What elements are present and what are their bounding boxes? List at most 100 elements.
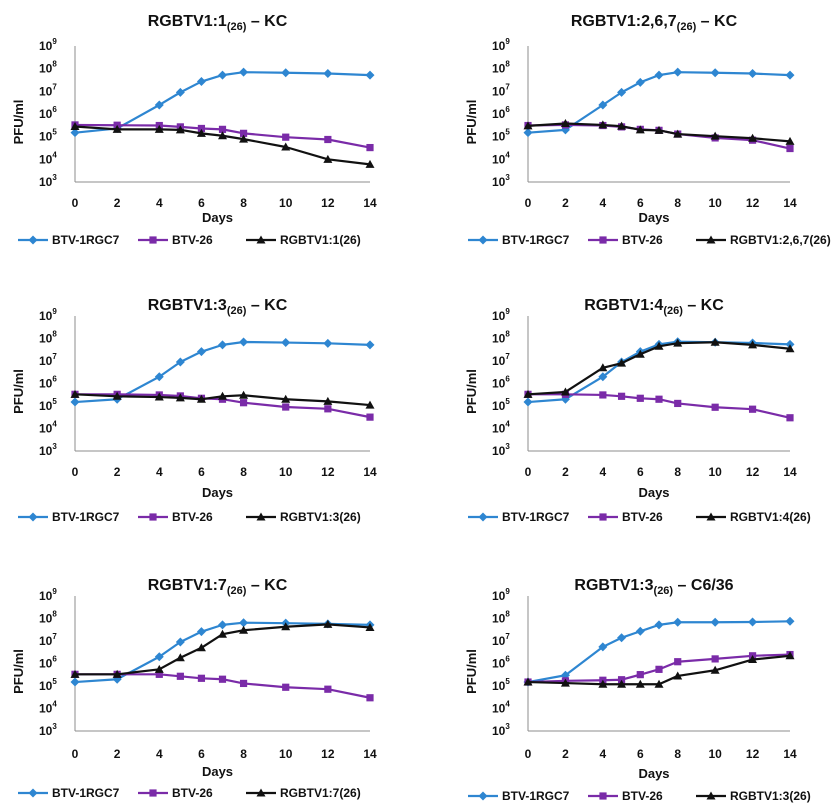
- legend-entry: BTV-1RGC7: [52, 786, 120, 800]
- y-axis-label: PFU/ml: [11, 369, 26, 414]
- data-point: [786, 144, 794, 153]
- data-point: [786, 414, 794, 422]
- x-tick-label: 12: [321, 196, 335, 210]
- x-tick-label: 14: [363, 196, 377, 210]
- data-point: [598, 372, 608, 382]
- data-point: [239, 625, 249, 634]
- chart-title-subscript: (26): [227, 585, 247, 597]
- x-tick-label: 10: [279, 747, 293, 761]
- data-point: [710, 665, 720, 674]
- chart-title: RGBTV1:1(26) – KC: [148, 13, 288, 33]
- data-point: [674, 399, 682, 408]
- data-point: [70, 128, 80, 138]
- data-point: [655, 395, 663, 403]
- y-tick-label: 109: [39, 37, 57, 53]
- x-tick-label: 0: [525, 465, 532, 479]
- data-point: [560, 119, 570, 128]
- chart-title-suffix: – C6/36: [673, 577, 734, 594]
- x-tick-label: 8: [240, 465, 247, 479]
- data-point: [218, 620, 227, 630]
- chart-title-subscript: (26): [663, 305, 683, 317]
- data-point: [748, 617, 758, 627]
- x-tick-label: 14: [783, 747, 797, 761]
- x-axis-label: Days: [202, 764, 233, 779]
- data-point: [154, 100, 164, 110]
- y-tick-label: 105: [39, 397, 57, 413]
- chart-title-suffix: – KC: [246, 297, 287, 314]
- y-tick-label: 104: [492, 420, 510, 436]
- x-tick-label: 10: [279, 196, 293, 210]
- chart-title-main: RGBTV1:3: [148, 297, 227, 314]
- y-tick-label: 104: [492, 150, 510, 166]
- y-tick-label: 109: [492, 587, 510, 603]
- series-triangle: [523, 119, 795, 145]
- legend: BTV-1RGC7 BTV-26 RGBTV1:4(26): [468, 510, 811, 524]
- data-point: [112, 124, 122, 133]
- x-tick-label: 14: [783, 196, 797, 210]
- y-tick-label: 105: [39, 128, 57, 144]
- data-point: [175, 87, 185, 97]
- legend-marker: [149, 513, 157, 521]
- chart-title-subscript: (26): [677, 21, 697, 33]
- data-point: [617, 358, 627, 367]
- data-point: [218, 391, 227, 400]
- data-point: [196, 77, 206, 87]
- y-tick-label: 108: [39, 610, 57, 626]
- chart-panel-6: RGBTV1:3(26) – C6/3610310410510610710810…: [464, 577, 811, 803]
- legend-marker: [28, 788, 38, 798]
- data-point: [218, 629, 227, 638]
- data-point: [654, 341, 664, 350]
- data-point: [710, 68, 720, 78]
- data-point: [218, 70, 227, 80]
- legend-marker: [599, 792, 607, 800]
- data-point: [175, 653, 185, 662]
- x-tick-label: 12: [321, 747, 335, 761]
- y-tick-label: 106: [39, 105, 57, 121]
- data-point: [365, 70, 375, 80]
- chart-title-main: RGBTV1:7: [148, 577, 227, 594]
- data-point: [785, 344, 795, 353]
- data-point: [366, 143, 374, 152]
- y-tick-label: 108: [39, 330, 57, 346]
- data-point: [617, 87, 627, 97]
- x-tick-label: 2: [562, 465, 569, 479]
- x-axis-label: Days: [638, 766, 669, 781]
- legend-entry: RGBTV1:3(26): [730, 789, 811, 803]
- y-tick-label: 108: [39, 60, 57, 76]
- y-tick-label: 107: [39, 352, 57, 368]
- x-tick-label: 4: [600, 465, 607, 479]
- data-point: [654, 620, 664, 630]
- x-tick-label: 12: [746, 465, 760, 479]
- x-tick-label: 12: [746, 196, 760, 210]
- data-point: [635, 125, 645, 134]
- data-point: [239, 134, 249, 143]
- legend-entry: BTV-26: [622, 233, 663, 247]
- data-point: [366, 413, 374, 421]
- legend-entry: BTV-26: [172, 786, 213, 800]
- data-point: [617, 121, 627, 130]
- data-point: [112, 391, 122, 400]
- x-tick-label: 6: [198, 747, 205, 761]
- legend-entry: BTV-26: [172, 510, 213, 524]
- data-point: [654, 679, 664, 688]
- data-point: [281, 68, 291, 78]
- data-point: [598, 679, 608, 688]
- y-tick-label: 103: [492, 442, 510, 458]
- data-point: [366, 694, 374, 702]
- legend-entry: BTV-26: [622, 510, 663, 524]
- x-axis-label: Days: [638, 485, 669, 500]
- data-point: [710, 617, 720, 627]
- data-point: [70, 389, 80, 398]
- chart-title-subscript: (26): [227, 21, 247, 33]
- y-tick-label: 106: [39, 655, 57, 671]
- y-axis-label: PFU/ml: [464, 649, 479, 694]
- y-tick-label: 107: [39, 82, 57, 98]
- y-tick-label: 107: [492, 632, 510, 648]
- x-tick-label: 6: [198, 196, 205, 210]
- data-point: [112, 669, 122, 678]
- legend: BTV-1RGC7 BTV-26 RGBTV1:1(26): [18, 233, 361, 247]
- legend: BTV-1RGC7 BTV-26 RGBTV1:3(26): [18, 510, 361, 524]
- series-line: [74, 71, 371, 134]
